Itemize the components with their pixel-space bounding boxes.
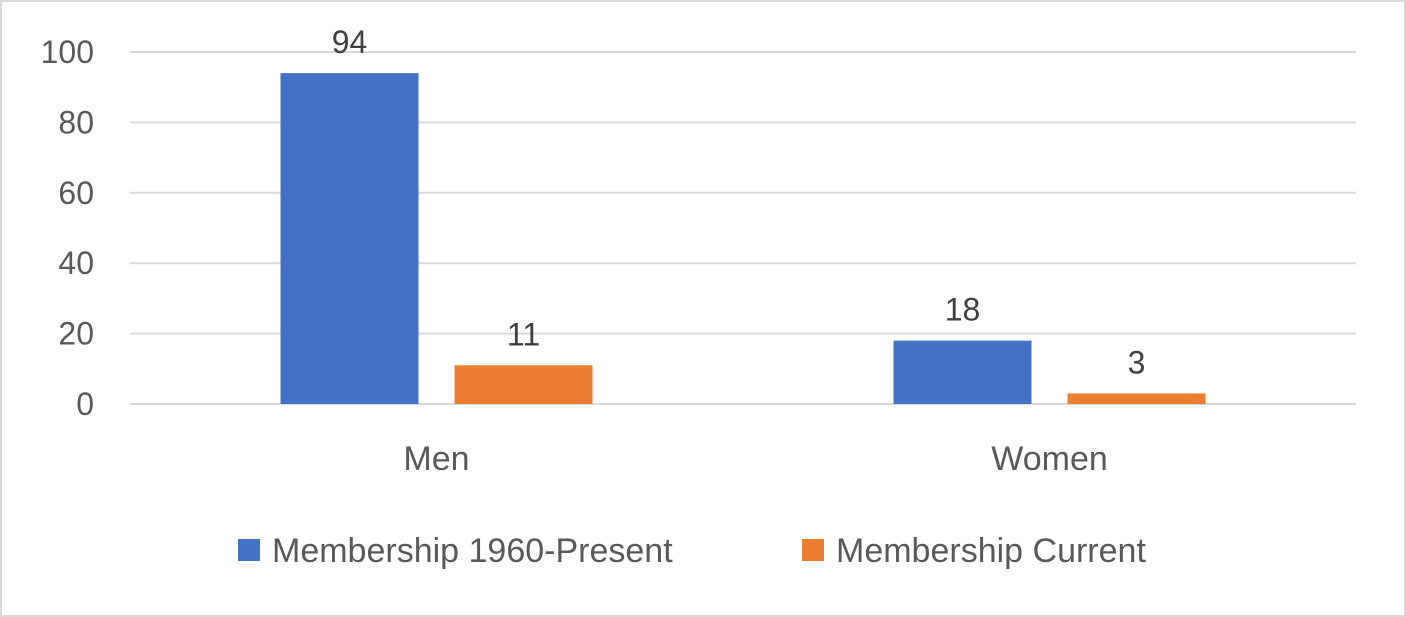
category-label-women: Women (991, 440, 1108, 478)
data-label-men-series-2: 11 (507, 316, 540, 352)
legend-swatch-1 (238, 539, 260, 561)
legend-label-1: Membership 1960-Present (272, 532, 673, 570)
bar-men-series-2 (454, 365, 593, 404)
bar-men-series-1 (280, 73, 419, 405)
bar-women-series-1 (893, 340, 1032, 404)
y-tick-label-100: 100 (41, 34, 94, 70)
legend-label-2: Membership Current (836, 532, 1146, 570)
data-label-men-series-1: 94 (332, 24, 368, 60)
bars (280, 73, 1206, 405)
data-labels: 94 11 18 3 (332, 24, 1146, 380)
x-axis-categories: Men Women (403, 440, 1107, 478)
y-tick-label-0: 0 (76, 386, 94, 422)
legend: Membership 1960-Present Membership Curren… (238, 532, 1146, 570)
legend-swatch-2 (802, 539, 824, 561)
bar-women-series-2 (1067, 393, 1206, 404)
y-axis-ticks: 0 20 40 60 80 100 (41, 34, 94, 422)
data-label-women-series-1: 18 (945, 292, 981, 328)
y-tick-label-20: 20 (58, 316, 94, 352)
y-tick-label-80: 80 (58, 104, 94, 140)
data-label-women-series-2: 3 (1128, 344, 1146, 380)
y-tick-label-40: 40 (58, 245, 94, 281)
category-label-men: Men (403, 440, 469, 478)
y-tick-label-60: 60 (58, 175, 94, 211)
